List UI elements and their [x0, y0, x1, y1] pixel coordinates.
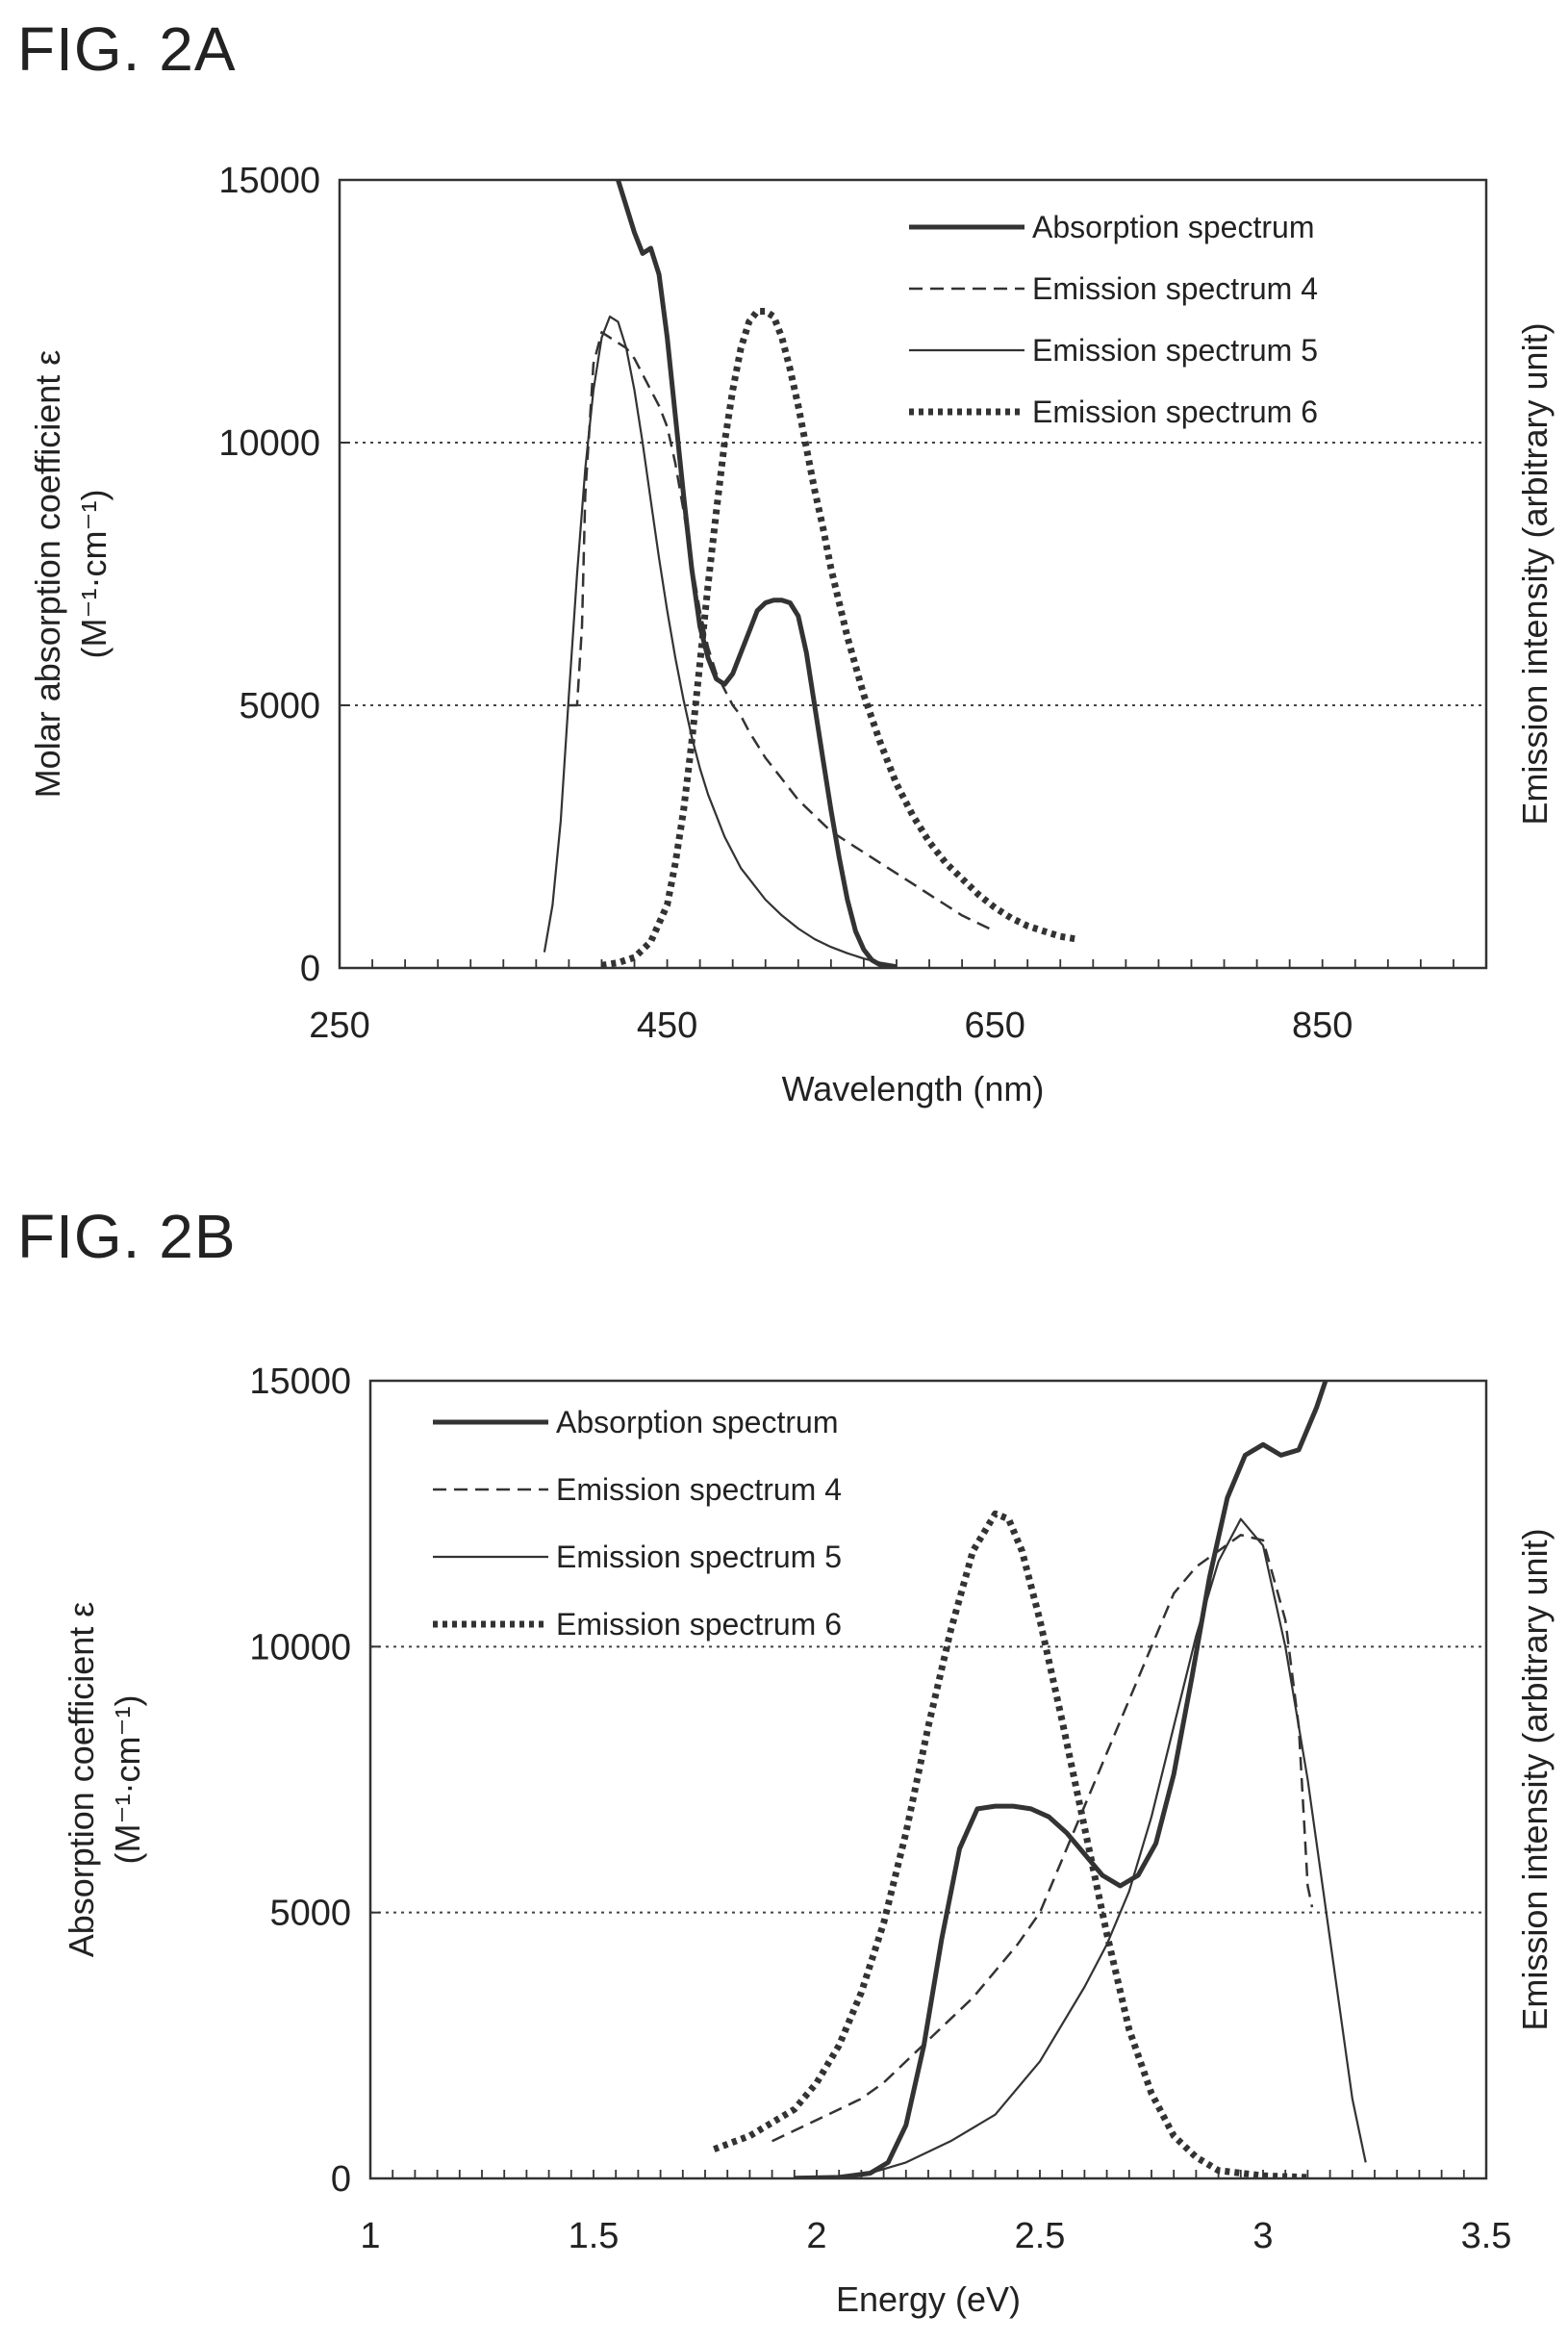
y-axis-unit: (M⁻¹·cm⁻¹) — [108, 1695, 147, 1865]
x-tick-label: 650 — [964, 1006, 1024, 1046]
series-line-3 — [861, 1517, 1367, 2177]
legend-label-2: Emission spectrum 4 — [556, 1472, 842, 1507]
legend-label-3: Emission spectrum 5 — [556, 1540, 842, 1574]
x-tick-label: 250 — [309, 1006, 369, 1046]
x-tick-label: 450 — [637, 1006, 697, 1046]
legend-label-3: Emission spectrum 5 — [1032, 333, 1318, 368]
x-tick-label: 3.5 — [1461, 2216, 1512, 2256]
y-tick-label: 15000 — [218, 161, 320, 201]
y-axis-label: Absorption coefficient ε — [62, 1602, 101, 1958]
series-line-4 — [600, 308, 1077, 968]
legend-label-4: Emission spectrum 6 — [1032, 395, 1318, 429]
series-line-4 — [713, 1510, 1308, 2178]
y-tick-label: 10000 — [249, 1627, 351, 1667]
x-axis-label: Energy (eV) — [836, 2279, 1021, 2319]
y-tick-label: 5000 — [269, 1894, 351, 1934]
series-line-2 — [771, 1534, 1314, 2143]
figure-title-b: FIG. 2B — [17, 1202, 237, 1271]
x-tick-label: 2.5 — [1015, 2216, 1066, 2256]
y-tick-label: 0 — [300, 949, 320, 989]
plot-frame — [368, 1379, 1488, 2180]
chart-2a: 0 5000 10000 15000 250 450 650 850 Wavelength (n… — [28, 161, 1555, 1108]
legend-label-1: Absorption spectrum — [556, 1405, 838, 1439]
y-tick-label: 5000 — [239, 686, 320, 726]
x-tick-label: 1.5 — [569, 2216, 620, 2256]
series-line-2 — [569, 331, 996, 932]
y2-axis-label: Emission intensity (arbitrary unit) — [1515, 322, 1555, 825]
y-tick-label: 10000 — [218, 423, 320, 464]
x-tick-label: 850 — [1292, 1006, 1353, 1046]
series-line-1 — [616, 180, 898, 968]
chart-2b: 0 5000 10000 15000 1 1.5 2 2.5 3 3.5 Energy (eV) Ab… — [62, 1362, 1555, 2319]
y-axis-unit: (M⁻¹·cm⁻¹) — [74, 490, 114, 659]
legend-label-2: Emission spectrum 4 — [1032, 271, 1318, 306]
legend-label-4: Emission spectrum 6 — [556, 1607, 842, 1642]
y-tick-label: 15000 — [249, 1362, 351, 1402]
x-tick-label: 2 — [806, 2216, 826, 2256]
y-tick-label: 0 — [331, 2159, 351, 2200]
series-line-3 — [543, 315, 898, 967]
x-tick-label: 3 — [1252, 2216, 1273, 2256]
legend-label-1: Absorption spectrum — [1032, 210, 1314, 244]
y2-axis-label: Emission intensity (arbitrary unit) — [1515, 1528, 1555, 2030]
y-axis-label: Molar absorption coefficient ε — [28, 350, 67, 799]
figure-title-a: FIG. 2A — [17, 14, 237, 84]
x-axis-label: Wavelength (nm) — [782, 1069, 1045, 1108]
x-tick-label: 1 — [360, 2216, 380, 2256]
plot-frame — [338, 178, 1488, 970]
series-line-1 — [794, 1381, 1328, 2178]
